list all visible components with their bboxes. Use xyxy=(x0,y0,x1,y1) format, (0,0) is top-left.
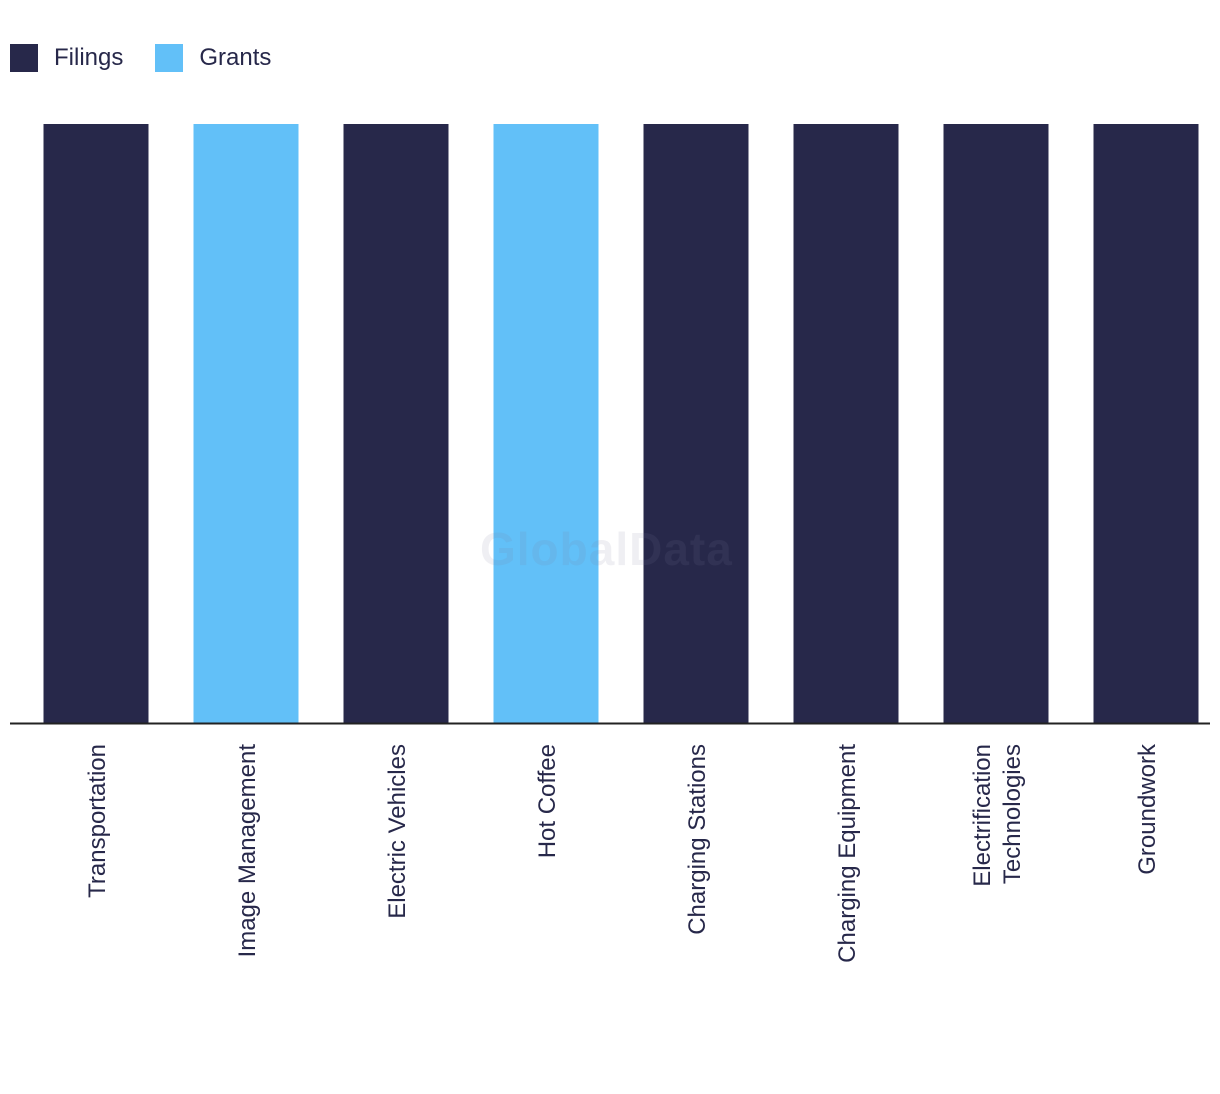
chart-legend: Filings Grants xyxy=(10,44,303,72)
x-tick-label: Groundwork xyxy=(1134,743,1161,875)
legend-item-grants: Grants xyxy=(155,44,271,72)
bar-electric-vehicles xyxy=(343,124,449,723)
legend-label-grants: Grants xyxy=(199,44,272,71)
x-tick-label: Hot Coffee xyxy=(534,744,561,858)
bar-transportation xyxy=(43,124,149,723)
x-tick-label: Electrification Technologies xyxy=(969,744,1026,887)
x-tick-label: Electric Vehicles xyxy=(384,744,411,919)
legend-swatch-filings xyxy=(10,44,38,72)
legend-label-filings: Filings xyxy=(54,44,124,71)
bar-groundwork xyxy=(1093,124,1199,723)
bar-hot-coffee xyxy=(493,124,599,723)
bar-image-management xyxy=(193,124,299,723)
x-tick-label: Image Management xyxy=(234,744,261,958)
x-tick-label: Transportation xyxy=(84,744,111,898)
bar-charging-stations xyxy=(643,124,749,723)
x-tick-label: Charging Equipment xyxy=(834,744,861,963)
legend-swatch-grants xyxy=(155,44,184,72)
bar-charging-equipment xyxy=(793,124,899,723)
bar-electrification-technologies xyxy=(943,124,1049,723)
x-tick-label: Charging Stations xyxy=(684,744,711,935)
legend-item-filings: Filings xyxy=(10,44,123,72)
